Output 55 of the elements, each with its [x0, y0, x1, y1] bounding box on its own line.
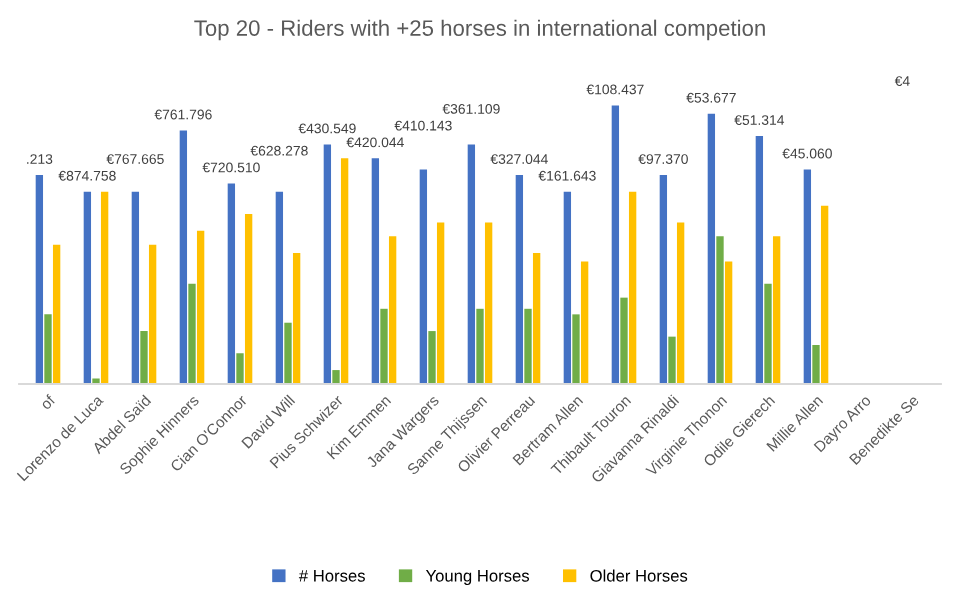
bar [572, 314, 580, 384]
bar [323, 144, 332, 384]
bar [35, 175, 44, 384]
bar [611, 105, 620, 384]
bar [371, 158, 380, 384]
legend-label: # Horses [298, 570, 365, 582]
bar [419, 169, 428, 384]
bar [467, 144, 476, 384]
bar [284, 322, 292, 384]
legend-label: Young Horses [425, 570, 530, 585]
bar [563, 191, 572, 384]
bar [772, 236, 781, 384]
bar [131, 191, 140, 384]
bar [524, 308, 532, 384]
bar [292, 253, 301, 384]
bar [83, 191, 92, 384]
bar [140, 331, 148, 384]
bar [716, 236, 724, 384]
bar [580, 261, 589, 384]
bar [620, 297, 628, 384]
bar [44, 314, 52, 384]
bar [148, 244, 157, 384]
bar [380, 308, 388, 384]
bar [388, 236, 397, 384]
bar [484, 222, 493, 384]
chart-title: Top 20 - Riders with +25 horses in international competion [194, 19, 765, 41]
bar [100, 191, 109, 384]
bar [820, 205, 829, 384]
bar [196, 230, 205, 384]
bar [515, 175, 524, 384]
bar [227, 183, 236, 384]
bar [532, 253, 541, 384]
bar [803, 169, 812, 384]
bar [275, 191, 284, 384]
bar [707, 113, 716, 384]
bar [812, 345, 820, 384]
bar [244, 214, 253, 384]
bar [92, 378, 100, 384]
legend-label: Older Horses [590, 569, 688, 582]
bar [628, 191, 637, 384]
bar [179, 130, 188, 384]
bar [236, 353, 244, 384]
bar [436, 222, 445, 384]
bar [676, 222, 685, 384]
bar [755, 136, 764, 384]
bar [332, 370, 340, 384]
bar [668, 336, 676, 384]
bar [428, 331, 436, 384]
bar [724, 261, 733, 384]
bar [476, 308, 484, 384]
bar [52, 244, 61, 384]
bar [764, 283, 772, 384]
bar [659, 175, 668, 384]
bar [340, 158, 349, 384]
bar [188, 283, 196, 384]
